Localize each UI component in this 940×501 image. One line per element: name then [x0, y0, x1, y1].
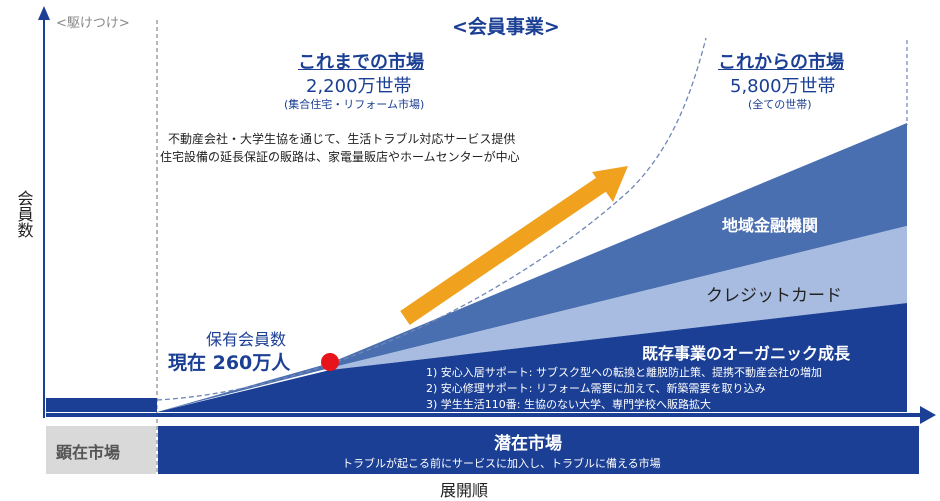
- current-market-note: (集合住宅・リフォーム市場): [284, 98, 425, 111]
- band-label-regional-finance: 地域金融機関: [722, 216, 819, 235]
- growth-arrow: [400, 166, 628, 326]
- y-axis-label: 会員数: [14, 190, 34, 242]
- current-members-marker: [321, 353, 339, 371]
- band-label-organic-growth: 既存事業のオーガニック成長: [642, 344, 851, 363]
- visible-market-label: 顕在市場: [56, 443, 121, 462]
- band-organic-growth: [157, 303, 907, 412]
- members-current: 現在 260万人: [168, 352, 291, 374]
- y-axis-arrowhead: [38, 6, 50, 20]
- organic-point-3: 3) 学生生活110番: 生協のない大学、専門学校へ販路拡大: [426, 398, 711, 411]
- latent-market-box: [158, 426, 919, 474]
- x-axis-arrowhead: [920, 406, 936, 424]
- organic-point-2: 2) 安心修理サポート: リフォーム需要に加えて、新築需要を取り込み: [426, 382, 766, 395]
- future-market-title: これからの市場: [718, 52, 844, 73]
- description-line-1: 不動産会社・大学生協を通じて、生活トラブル対応サービス提供: [168, 132, 516, 146]
- future-market-note: (全ての世帯): [748, 98, 812, 111]
- x-axis-bar: [46, 413, 922, 417]
- y-axis-label-text: 会員数: [14, 190, 34, 238]
- band-credit-card: [330, 226, 907, 370]
- diagram-title: <会員事業>: [452, 16, 560, 38]
- organic-point-1: 1) 安心入居サポート: サブスク型への転換と離脱防止策、提携不動産会社の増加: [426, 366, 822, 379]
- members-label: 保有会員数: [206, 330, 287, 349]
- visible-market-box: [46, 426, 156, 474]
- left-phase-label: <駆けつけ>: [56, 16, 130, 31]
- latent-market-title: 潜在市場: [494, 434, 562, 454]
- description-line-2: 住宅設備の延長保証の販路は、家電量販店やホームセンターが中心: [160, 150, 520, 164]
- latent-market-subtitle: トラブルが起こる前にサービスに加入し、トラブルに備える市場: [342, 457, 661, 470]
- current-market-title: これまでの市場: [298, 52, 424, 73]
- future-market-households: 5,800万世帯: [730, 76, 836, 97]
- x-axis-label: 展開順: [440, 481, 489, 500]
- base-bar-left: [46, 398, 157, 412]
- band-label-credit-card: クレジットカード: [706, 286, 842, 306]
- current-market-households: 2,200万世帯: [306, 76, 412, 97]
